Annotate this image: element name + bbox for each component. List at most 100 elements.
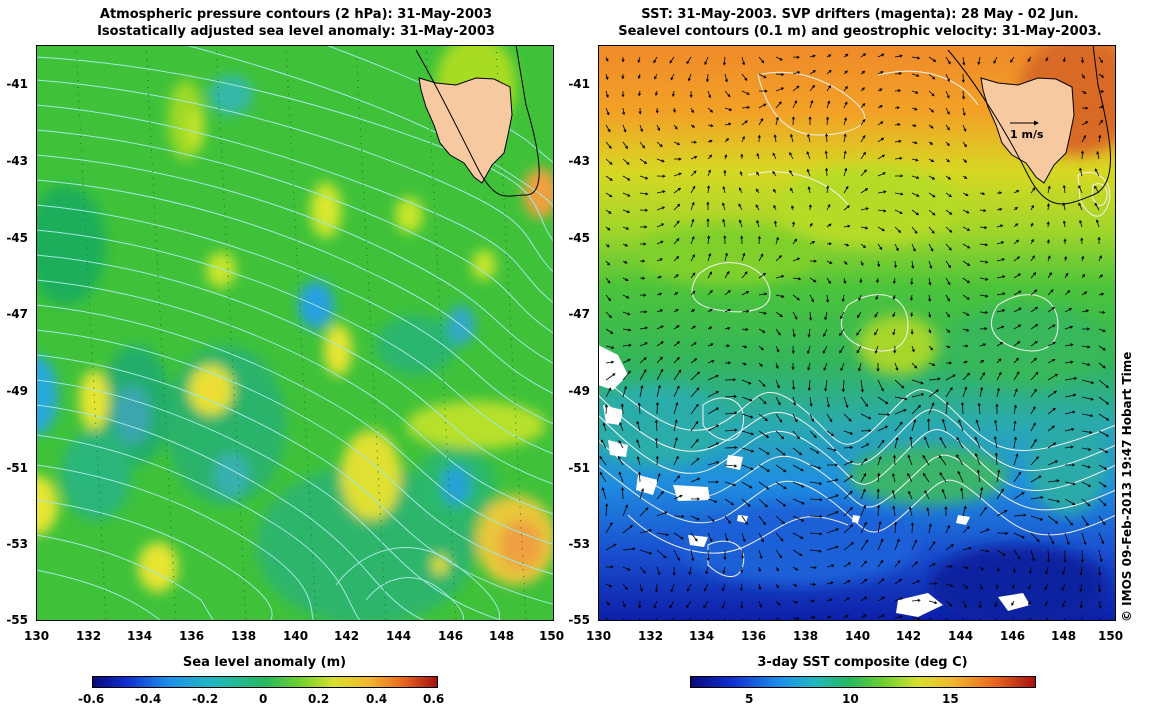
velocity-arrow: [775, 600, 781, 606]
velocity-arrow: [843, 205, 851, 211]
velocity-arrow: [741, 515, 748, 525]
velocity-arrow: [639, 326, 649, 330]
velocity-arrow: [707, 343, 714, 347]
velocity-arrow: [1064, 532, 1070, 546]
sla-colorbar-tick: 0.2: [308, 692, 330, 706]
velocity-arrow: [1047, 359, 1056, 364]
velocity-arrow: [740, 235, 744, 245]
velocity-arrow: [1013, 532, 1025, 539]
velocity-arrow: [605, 543, 617, 551]
velocity-arrow: [775, 362, 779, 369]
velocity-arrow: [622, 226, 630, 230]
velocity-arrow: [758, 379, 766, 387]
velocity-arrow: [1013, 549, 1021, 560]
velocity-arrow: [758, 464, 770, 472]
velocity-arrow: [910, 328, 914, 335]
velocity-arrow: [1045, 566, 1049, 575]
velocity-arrow: [707, 154, 713, 160]
velocity-arrow: [824, 311, 828, 321]
velocity-arrow: [656, 124, 661, 132]
velocity-arrow: [688, 617, 692, 621]
velocity-arrow: [996, 566, 1000, 572]
velocity-arrow: [758, 311, 767, 315]
velocity-arrow: [825, 116, 830, 126]
velocity-arrow: [724, 90, 731, 98]
velocity-arrow: [843, 524, 854, 534]
velocity-arrow: [876, 488, 880, 500]
velocity-arrow: [945, 345, 951, 349]
velocity-arrow: [792, 464, 804, 472]
velocity-arrow: [1081, 327, 1091, 331]
velocity-arrow: [1081, 362, 1091, 366]
velocity-arrow: [994, 419, 998, 432]
velocity-arrow: [724, 428, 738, 432]
velocity-arrow: [707, 359, 715, 364]
velocity-arrow: [1081, 273, 1086, 279]
velocity-arrow: [894, 209, 903, 214]
velocity-arrow: [911, 260, 915, 269]
right-lon-axis: 130 132 134 136 138 140 142 144 146 148 …: [586, 629, 1123, 645]
velocity-arrow: [724, 361, 732, 365]
velocity-arrow: [911, 393, 925, 398]
velocity-arrow: [724, 498, 734, 506]
velocity-arrow: [1098, 362, 1106, 369]
velocity-arrow: [738, 187, 743, 194]
velocity-arrow: [1047, 549, 1051, 563]
velocity-arrow: [741, 90, 750, 95]
velocity-arrow: [860, 169, 867, 177]
lon-tick: 136: [179, 629, 205, 643]
velocity-arrow: [707, 271, 713, 279]
velocity-arrow: [1013, 492, 1025, 500]
velocity-arrow: [945, 294, 950, 302]
velocity-arrow: [739, 583, 744, 592]
velocity-arrow: [1013, 453, 1019, 466]
velocity-arrow: [979, 260, 989, 264]
velocity-arrow: [690, 438, 699, 449]
velocity-arrow: [639, 385, 644, 398]
velocity-arrow: [876, 362, 880, 372]
velocity-arrow: [928, 328, 932, 334]
velocity-arrow: [826, 294, 830, 303]
velocity-arrow: [894, 89, 902, 93]
lat-tick: -47: [6, 307, 28, 321]
velocity-arrow: [775, 116, 779, 126]
velocity-arrow: [826, 223, 832, 228]
velocity-arrow: [636, 439, 641, 449]
velocity-arrow: [945, 311, 951, 318]
velocity-arrow: [924, 489, 930, 500]
velocity-arrow: [722, 56, 726, 66]
velocity-arrow: [636, 420, 641, 432]
velocity-arrow: [911, 192, 920, 197]
velocity-arrow: [928, 124, 934, 129]
velocity-arrow: [928, 311, 932, 318]
velocity-arrow: [928, 209, 936, 216]
velocity-arrow: [707, 442, 720, 449]
velocity-arrow: [792, 71, 801, 75]
velocity-arrow: [639, 192, 649, 196]
velocity-arrow: [979, 583, 983, 590]
velocity-arrow: [775, 447, 786, 456]
velocity-arrow: [622, 385, 627, 398]
velocity-arrow: [894, 521, 898, 534]
velocity-arrow: [1081, 291, 1088, 296]
velocity-arrow: [690, 325, 696, 330]
velocity-arrow: [809, 532, 823, 536]
velocity-arrow: [843, 117, 847, 126]
velocity-arrow: [1047, 289, 1054, 296]
velocity-arrow: [911, 141, 918, 145]
velocity-arrow: [723, 549, 727, 561]
velocity-arrow: [1030, 438, 1037, 449]
velocity-arrow: [673, 356, 680, 364]
velocity-arrow: [637, 90, 642, 97]
velocity-arrow: [1064, 290, 1071, 296]
velocity-arrow: [622, 277, 629, 282]
velocity-arrow: [639, 141, 646, 149]
velocity-arrow: [724, 617, 726, 621]
velocity-arrow: [911, 561, 919, 568]
velocity-arrow: [605, 565, 614, 569]
velocity-arrow: [1030, 532, 1040, 543]
velocity-arrow: [962, 107, 966, 117]
velocity-arrow: [911, 56, 921, 60]
velocity-arrow: [928, 362, 936, 367]
velocity-arrow: [673, 124, 678, 130]
